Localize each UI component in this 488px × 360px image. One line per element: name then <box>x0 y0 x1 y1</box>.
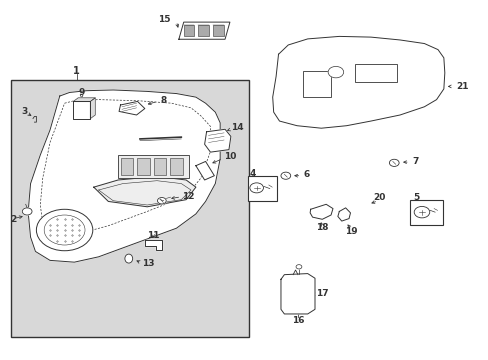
Text: 13: 13 <box>142 260 155 269</box>
Text: 6: 6 <box>303 171 309 180</box>
Bar <box>302 71 330 97</box>
Circle shape <box>249 183 263 193</box>
Bar <box>355 64 396 82</box>
Text: 12: 12 <box>182 192 194 201</box>
Text: 10: 10 <box>224 152 236 161</box>
Text: 18: 18 <box>315 222 328 231</box>
Text: 17: 17 <box>316 289 328 298</box>
Polygon shape <box>196 161 214 180</box>
Bar <box>248 176 276 201</box>
Bar <box>120 158 133 175</box>
Bar <box>153 158 166 175</box>
Circle shape <box>36 209 93 251</box>
Text: 14: 14 <box>230 123 243 132</box>
Polygon shape <box>204 129 230 152</box>
Text: 2: 2 <box>10 215 16 224</box>
Bar <box>118 155 188 178</box>
Bar <box>409 200 442 225</box>
Circle shape <box>413 206 429 218</box>
Polygon shape <box>90 98 95 118</box>
Text: 1: 1 <box>73 66 80 76</box>
Polygon shape <box>73 98 95 102</box>
Bar <box>170 158 183 175</box>
Polygon shape <box>73 102 90 118</box>
Polygon shape <box>309 204 332 219</box>
Polygon shape <box>119 102 144 115</box>
Bar <box>198 25 208 36</box>
Ellipse shape <box>124 254 132 263</box>
Polygon shape <box>179 22 229 39</box>
Text: 8: 8 <box>161 96 167 105</box>
Polygon shape <box>94 176 196 207</box>
Polygon shape <box>272 36 444 128</box>
Text: 11: 11 <box>146 231 159 240</box>
Text: 4: 4 <box>248 169 255 178</box>
Circle shape <box>281 172 290 179</box>
Bar <box>183 25 194 36</box>
Text: 16: 16 <box>291 315 304 324</box>
Text: 9: 9 <box>78 88 84 97</box>
Text: 21: 21 <box>455 82 468 91</box>
Bar <box>137 158 149 175</box>
Polygon shape <box>281 274 314 314</box>
Polygon shape <box>144 240 162 249</box>
Text: 3: 3 <box>21 107 28 116</box>
Text: 7: 7 <box>411 157 418 166</box>
Text: 20: 20 <box>373 193 385 202</box>
Bar <box>212 25 223 36</box>
Bar <box>11 80 249 337</box>
Text: 19: 19 <box>345 227 357 236</box>
Polygon shape <box>337 208 350 221</box>
Text: 15: 15 <box>158 15 170 24</box>
Circle shape <box>327 66 343 78</box>
Text: 5: 5 <box>412 193 418 202</box>
Circle shape <box>388 159 398 166</box>
Circle shape <box>295 265 301 269</box>
Circle shape <box>22 208 32 215</box>
Polygon shape <box>28 90 220 262</box>
Circle shape <box>157 198 166 204</box>
